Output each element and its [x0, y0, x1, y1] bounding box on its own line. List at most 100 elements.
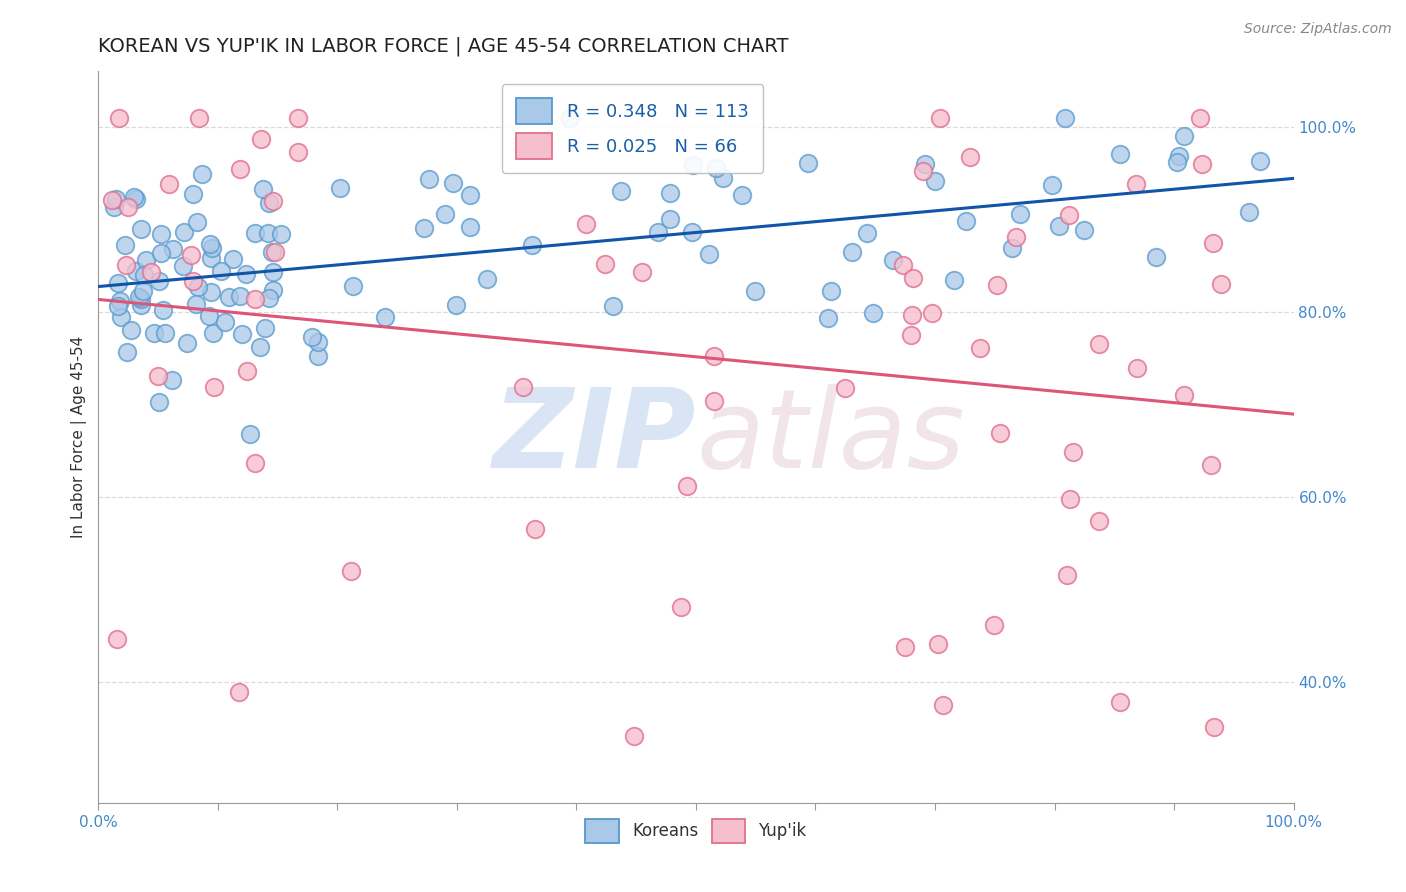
- Point: [1239, 204, 1261, 219]
- Point: [180, 248, 202, 262]
- Point: [307, 335, 329, 350]
- Point: [682, 226, 704, 240]
- Point: [239, 426, 262, 441]
- Point: [631, 264, 654, 278]
- Point: [287, 111, 309, 125]
- Point: [659, 211, 682, 226]
- Point: [731, 188, 754, 202]
- Point: [132, 268, 155, 282]
- Point: [928, 111, 950, 125]
- Point: [152, 302, 174, 317]
- Point: [139, 265, 162, 279]
- Point: [229, 162, 252, 177]
- Point: [228, 685, 250, 699]
- Point: [1001, 241, 1024, 255]
- Point: [969, 342, 991, 356]
- Point: [669, 599, 692, 614]
- Point: [1173, 388, 1195, 402]
- Point: [125, 192, 148, 206]
- Point: [201, 326, 224, 340]
- Point: [1125, 178, 1147, 192]
- Point: [264, 245, 287, 260]
- Point: [901, 308, 924, 322]
- Point: [117, 200, 139, 214]
- Point: [301, 330, 323, 344]
- Point: [253, 320, 276, 334]
- Point: [1108, 147, 1130, 161]
- Point: [262, 265, 284, 279]
- Point: [259, 195, 281, 210]
- Point: [1054, 111, 1077, 125]
- Point: [744, 284, 766, 298]
- Point: [418, 172, 440, 186]
- Point: [1005, 229, 1028, 244]
- Point: [146, 369, 169, 384]
- Point: [1040, 178, 1063, 193]
- Point: [103, 200, 125, 214]
- Point: [150, 245, 173, 260]
- Point: [932, 698, 955, 713]
- Point: [339, 564, 361, 578]
- Point: [575, 217, 598, 231]
- Point: [458, 219, 481, 234]
- Point: [125, 264, 148, 278]
- Text: KOREAN VS YUP'IK IN LABOR FORCE | AGE 45-54 CORRELATION CHART: KOREAN VS YUP'IK IN LABOR FORCE | AGE 45…: [98, 37, 789, 56]
- Point: [200, 251, 222, 265]
- Point: [105, 192, 128, 206]
- Point: [153, 326, 176, 340]
- Point: [235, 268, 257, 282]
- Point: [1057, 208, 1080, 222]
- Point: [834, 381, 856, 395]
- Point: [181, 187, 204, 202]
- Point: [704, 161, 727, 175]
- Point: [107, 276, 129, 290]
- Point: [943, 273, 966, 287]
- Point: [157, 178, 180, 192]
- Point: [1126, 361, 1149, 376]
- Point: [187, 280, 209, 294]
- Point: [882, 252, 904, 267]
- Point: [245, 456, 267, 470]
- Point: [697, 247, 720, 261]
- Point: [520, 238, 543, 252]
- Point: [711, 170, 734, 185]
- Point: [128, 290, 150, 304]
- Point: [558, 111, 581, 125]
- Point: [797, 156, 820, 170]
- Point: [988, 425, 1011, 440]
- Point: [160, 373, 183, 387]
- Point: [200, 285, 222, 299]
- Text: ZIP: ZIP: [492, 384, 696, 491]
- Point: [602, 299, 624, 313]
- Point: [921, 306, 943, 320]
- Point: [129, 221, 152, 235]
- Point: [433, 207, 456, 221]
- Point: [307, 349, 329, 363]
- Point: [243, 292, 266, 306]
- Point: [122, 190, 145, 204]
- Point: [202, 380, 225, 394]
- Point: [703, 349, 725, 363]
- Point: [148, 394, 170, 409]
- Point: [231, 326, 253, 341]
- Point: [1073, 223, 1095, 237]
- Point: [412, 221, 434, 235]
- Point: [214, 315, 236, 329]
- Point: [374, 310, 396, 324]
- Point: [1201, 458, 1223, 473]
- Point: [1189, 111, 1212, 125]
- Point: [593, 257, 616, 271]
- Point: [1088, 336, 1111, 351]
- Point: [441, 176, 464, 190]
- Legend: Koreans, Yup'ik: Koreans, Yup'ik: [579, 813, 813, 849]
- Point: [623, 729, 645, 743]
- Point: [444, 297, 467, 311]
- Point: [249, 340, 271, 354]
- Point: [703, 394, 725, 409]
- Point: [1202, 235, 1225, 250]
- Point: [186, 215, 208, 229]
- Point: [983, 618, 1005, 632]
- Point: [270, 227, 292, 242]
- Point: [609, 184, 631, 198]
- Point: [658, 186, 681, 201]
